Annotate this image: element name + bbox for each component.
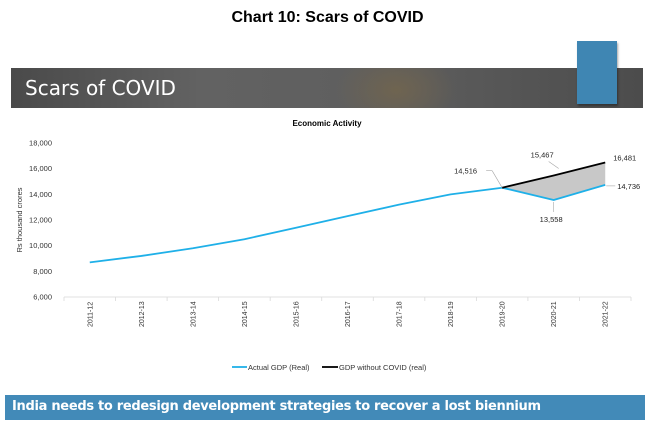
footer-text: India needs to redesign development stra… [12, 399, 541, 414]
banner-title: Scars of COVID [25, 76, 176, 100]
banner-accent-block [577, 41, 617, 104]
data-label: 16,481 [613, 153, 636, 162]
data-labels: 14,516 15,467 16,481 13,558 14,736 [454, 151, 640, 224]
x-tick-label: 2013-14 [190, 301, 197, 327]
x-tick-label: 2019-20 [500, 301, 507, 327]
y-axis-ticks: 6,000 8,000 10,000 12,000 14,000 16,000 18,000 [29, 139, 52, 302]
x-axis: 2011-12 2012-13 2013-14 2014-15 2015-16 2016-… [63, 296, 632, 327]
data-label: 13,558 [540, 215, 563, 224]
data-label: 14,736 [617, 182, 640, 191]
section-banner: Scars of COVID [11, 68, 643, 108]
y-tick-label: 8,000 [33, 267, 52, 276]
x-tick-label: 2014-15 [242, 301, 249, 327]
data-label: 15,467 [531, 151, 554, 160]
x-tick-label: 2021-22 [603, 301, 610, 327]
x-tick-label: 2018-19 [448, 301, 455, 327]
economic-activity-chart: Economic Activity Rs thousand crores 6,0… [15, 119, 640, 372]
x-tick-label: 2015-16 [293, 301, 300, 327]
y-tick-label: 14,000 [29, 190, 52, 199]
x-tick-label: 2011-12 [87, 302, 94, 327]
data-label: 14,516 [454, 167, 477, 176]
y-tick-label: 18,000 [29, 139, 52, 148]
y-axis-label: Rs thousand crores [15, 187, 24, 252]
series-lines [89, 161, 606, 264]
legend-label-without-covid: GDP without COVID (real) [339, 363, 427, 372]
plot-title: Economic Activity [292, 119, 362, 128]
y-tick-label: 16,000 [29, 164, 52, 173]
x-tick-label: 2016-17 [345, 301, 352, 327]
legend: Actual GDP (Real) GDP without COVID (rea… [232, 363, 427, 372]
actual-gdp-line [89, 184, 606, 264]
y-tick-label: 12,000 [29, 216, 52, 225]
gdp-without-covid-line [501, 161, 606, 189]
x-tick-label: 2017-18 [397, 301, 404, 327]
covid-gap-shading [502, 162, 606, 201]
y-tick-label: 6,000 [33, 293, 52, 302]
covid-gap-area [502, 162, 606, 201]
chart-title: Chart 10: Scars of COVID [231, 9, 424, 26]
footer-banner: India needs to redesign development stra… [5, 395, 645, 420]
data-label-leader [548, 161, 559, 169]
x-tick-label: 2012-13 [139, 301, 146, 327]
x-tick-label: 2020-21 [551, 301, 558, 327]
data-label-leader [491, 170, 503, 188]
y-tick-label: 10,000 [29, 241, 52, 250]
legend-label-actual: Actual GDP (Real) [248, 363, 310, 372]
